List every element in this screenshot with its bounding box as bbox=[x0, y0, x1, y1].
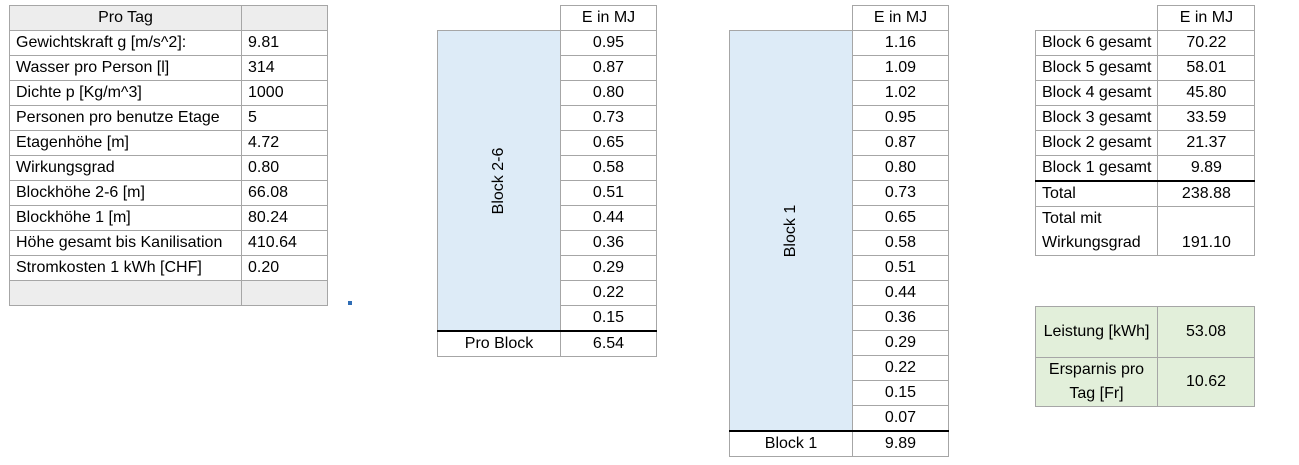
energy-value[interactable]: 0.58 bbox=[852, 230, 949, 256]
block-1-total-value[interactable]: 9.89 bbox=[852, 430, 949, 457]
param-label[interactable]: Gewichtskraft g [m/s^2]: bbox=[9, 30, 242, 56]
param-label[interactable]: Stromkosten 1 kWh [CHF] bbox=[9, 255, 242, 281]
energy-value[interactable]: 0.80 bbox=[560, 80, 657, 106]
pro-tag-header-empty-cell[interactable] bbox=[241, 5, 328, 31]
empty-cell[interactable] bbox=[9, 280, 242, 306]
param-value[interactable]: 1000 bbox=[241, 80, 328, 106]
block-total-label[interactable]: Block 1 gesamt bbox=[1034, 155, 1159, 182]
param-label[interactable]: Wirkungsgrad bbox=[9, 155, 242, 181]
param-label[interactable]: Blockhöhe 2-6 [m] bbox=[9, 180, 242, 206]
energy-value[interactable]: 0.22 bbox=[560, 280, 657, 306]
energy-header[interactable]: E in MJ bbox=[852, 5, 949, 31]
leistung-label[interactable]: Leistung [kWh] bbox=[1035, 306, 1158, 358]
energy-value[interactable]: 0.95 bbox=[852, 105, 949, 131]
block-total-label[interactable]: Block 3 gesamt bbox=[1034, 105, 1159, 131]
block-total-value[interactable]: 33.59 bbox=[1157, 105, 1256, 131]
energy-value[interactable]: 0.51 bbox=[560, 180, 657, 206]
blank-cell bbox=[730, 6, 853, 31]
block-2-6-label-cell[interactable]: Block 2-6 bbox=[437, 30, 561, 332]
energy-value[interactable]: 0.44 bbox=[852, 280, 949, 306]
total-value[interactable]: 238.88 bbox=[1157, 180, 1256, 207]
block-total-label[interactable]: Block 2 gesamt bbox=[1034, 130, 1159, 156]
energy-value[interactable]: 0.29 bbox=[852, 330, 949, 356]
summary-table: Leistung [kWh] 53.08 Ersparnis pro Tag [… bbox=[1035, 306, 1255, 407]
param-label[interactable]: Höhe gesamt bis Kanilisation bbox=[9, 230, 242, 256]
total-wirkungsgrad-label-line1[interactable]: Total mit bbox=[1034, 206, 1159, 231]
energy-value[interactable]: 0.80 bbox=[852, 155, 949, 181]
energy-value[interactable]: 0.95 bbox=[560, 30, 657, 56]
empty-cell[interactable] bbox=[241, 280, 328, 306]
pro-tag-table: Pro Tag Gewichtskraft g [m/s^2]: 9.81 Was… bbox=[9, 5, 328, 306]
block-total-value[interactable]: 21.37 bbox=[1157, 130, 1256, 156]
block-1-table: E in MJ Block 1 1.16 1.09 1.02 0.95 0.87… bbox=[729, 5, 949, 457]
energy-value[interactable]: 1.02 bbox=[852, 80, 949, 106]
param-value[interactable]: 80.24 bbox=[241, 205, 328, 231]
block-2-6-table: E in MJ Block 2-6 0.95 0.87 0.80 0.73 0.… bbox=[437, 5, 657, 357]
energy-value[interactable]: 0.22 bbox=[852, 355, 949, 381]
param-label[interactable]: Personen pro benutze Etage bbox=[9, 105, 242, 131]
param-value[interactable]: 9.81 bbox=[241, 30, 328, 56]
param-value[interactable]: 410.64 bbox=[241, 230, 328, 256]
total-label[interactable]: Total bbox=[1034, 180, 1159, 207]
param-value[interactable]: 4.72 bbox=[241, 130, 328, 156]
block-2-6-label: Block 2-6 bbox=[490, 147, 507, 214]
ersparnis-value[interactable]: 10.62 bbox=[1157, 357, 1255, 407]
energy-value[interactable]: 0.29 bbox=[560, 255, 657, 281]
total-wirkungsgrad-value[interactable]: 191.10 bbox=[1157, 231, 1256, 256]
pro-tag-header[interactable]: Pro Tag bbox=[9, 5, 242, 31]
param-label[interactable]: Blockhöhe 1 [m] bbox=[9, 205, 242, 231]
total-wirkungsgrad-label-line2[interactable]: Wirkungsgrad bbox=[1034, 231, 1159, 256]
pro-block-value[interactable]: 6.54 bbox=[560, 330, 657, 357]
energy-value[interactable]: 0.58 bbox=[560, 155, 657, 181]
blank-cell bbox=[1036, 6, 1158, 31]
energy-value[interactable]: 0.44 bbox=[560, 205, 657, 231]
energy-value[interactable]: 0.15 bbox=[560, 305, 657, 332]
block-1-total-label[interactable]: Block 1 bbox=[729, 430, 853, 457]
energy-value[interactable]: 0.73 bbox=[852, 180, 949, 206]
energy-value[interactable]: 0.15 bbox=[852, 380, 949, 406]
pro-block-label[interactable]: Pro Block bbox=[437, 330, 561, 357]
param-value[interactable]: 0.80 bbox=[241, 155, 328, 181]
energy-value[interactable]: 0.36 bbox=[560, 230, 657, 256]
energy-value[interactable]: 0.87 bbox=[560, 55, 657, 81]
energy-header[interactable]: E in MJ bbox=[560, 5, 657, 31]
energy-value[interactable]: 0.36 bbox=[852, 305, 949, 331]
block-total-value[interactable]: 45.80 bbox=[1157, 80, 1256, 106]
param-label[interactable]: Etagenhöhe [m] bbox=[9, 130, 242, 156]
param-value[interactable]: 0.20 bbox=[241, 255, 328, 281]
energy-value[interactable]: 0.87 bbox=[852, 130, 949, 156]
block-total-value[interactable]: 70.22 bbox=[1157, 30, 1256, 56]
energy-header[interactable]: E in MJ bbox=[1157, 5, 1256, 31]
param-value[interactable]: 314 bbox=[241, 55, 328, 81]
energy-value[interactable]: 1.16 bbox=[852, 30, 949, 56]
energy-value[interactable]: 0.65 bbox=[560, 130, 657, 156]
block-1-label-cell[interactable]: Block 1 bbox=[729, 30, 853, 432]
block-total-label[interactable]: Block 4 gesamt bbox=[1034, 80, 1159, 106]
block-1-label: Block 1 bbox=[782, 204, 799, 257]
block-total-label[interactable]: Block 6 gesamt bbox=[1034, 30, 1159, 56]
total-wirkungsgrad-value-spacer[interactable] bbox=[1157, 206, 1256, 231]
energy-value[interactable]: 0.07 bbox=[852, 405, 949, 432]
block-total-value[interactable]: 9.89 bbox=[1157, 155, 1256, 182]
energy-value[interactable]: 0.51 bbox=[852, 255, 949, 281]
leistung-value[interactable]: 53.08 bbox=[1157, 306, 1255, 358]
param-value[interactable]: 5 bbox=[241, 105, 328, 131]
block-total-value[interactable]: 58.01 bbox=[1157, 55, 1256, 81]
energy-value[interactable]: 1.09 bbox=[852, 55, 949, 81]
param-label[interactable]: Wasser pro Person [l] bbox=[9, 55, 242, 81]
blank-cell bbox=[438, 6, 561, 31]
energy-value[interactable]: 0.73 bbox=[560, 105, 657, 131]
energy-value[interactable]: 0.65 bbox=[852, 205, 949, 231]
param-label[interactable]: Dichte p [Kg/m^3] bbox=[9, 80, 242, 106]
table-resize-handle[interactable] bbox=[348, 301, 352, 305]
totals-table: E in MJ Block 6 gesamt 70.22 Block 5 gesa… bbox=[1034, 5, 1256, 256]
param-value[interactable]: 66.08 bbox=[241, 180, 328, 206]
block-total-label[interactable]: Block 5 gesamt bbox=[1034, 55, 1159, 81]
ersparnis-label[interactable]: Ersparnis pro Tag [Fr] bbox=[1035, 357, 1158, 407]
